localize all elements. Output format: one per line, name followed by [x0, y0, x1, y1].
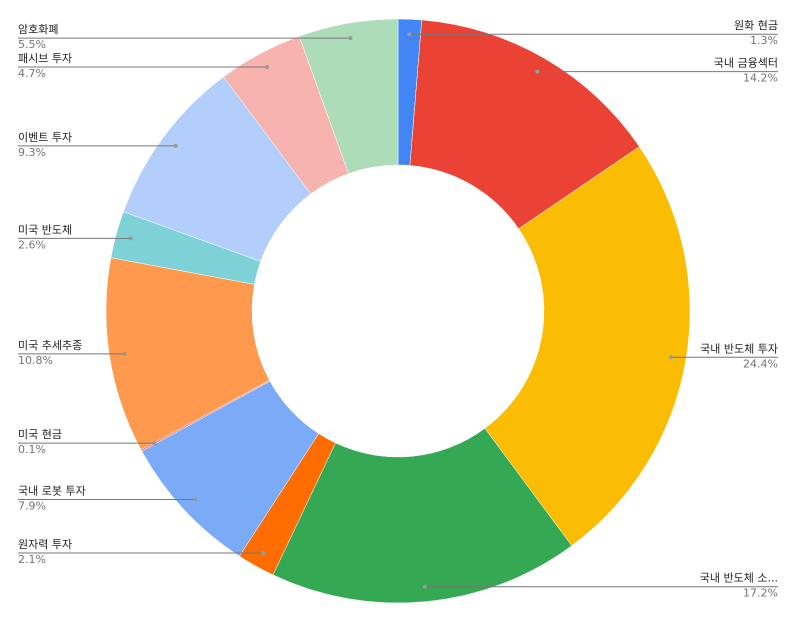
- slice-label: 미국 현금: [18, 428, 62, 441]
- slice-label: 패시브 투자: [18, 52, 72, 65]
- slice-value-label: 2.1%: [18, 553, 46, 566]
- slice-value-label: 7.9%: [18, 500, 46, 513]
- slice-value-label: 2.6%: [18, 238, 46, 251]
- slice-label: 미국 반도체: [18, 223, 72, 236]
- slice: [409, 19, 640, 230]
- leader-dot: [535, 69, 540, 74]
- slice-value-label: 5.5%: [18, 38, 46, 51]
- leader-dot: [348, 36, 353, 41]
- slice-value-label: 9.3%: [18, 146, 46, 159]
- leader-dot: [152, 441, 157, 446]
- leader-dot: [669, 355, 674, 360]
- slice-value-label: 0.1%: [18, 443, 46, 456]
- slice-label: 미국 추세추종: [18, 339, 82, 352]
- leader-dot: [407, 32, 412, 37]
- leader-dot: [173, 143, 178, 148]
- slice-label: 국내 반도체 투자: [700, 342, 778, 355]
- slice-value-label: 1.3%: [750, 34, 778, 47]
- slice-label: 원화 현금: [734, 19, 778, 32]
- slice-label: 이벤트 투자: [18, 131, 72, 144]
- slice-value-label: 14.2%: [743, 72, 778, 85]
- slice-label: 국내 반도체 소...: [700, 572, 778, 585]
- leader-dot: [128, 236, 133, 241]
- slice-label: 원자력 투자: [18, 538, 72, 551]
- leader-dot: [122, 351, 127, 356]
- leader-dot: [264, 64, 269, 69]
- leader-dot: [422, 584, 427, 589]
- slice-value-label: 24.4%: [743, 357, 778, 370]
- slice-label: 국내 로봇 투자: [18, 485, 86, 498]
- slice-value-label: 4.7%: [18, 67, 46, 80]
- leader-dot: [193, 497, 198, 502]
- slice-label: 암호화폐: [18, 23, 58, 36]
- slice-value-label: 10.8%: [18, 354, 53, 367]
- slice-label: 국내 금융섹터: [714, 57, 778, 70]
- slice: [298, 18, 399, 174]
- leader-dot: [261, 550, 266, 555]
- slice: [484, 146, 691, 547]
- slice-value-label: 17.2%: [743, 587, 778, 600]
